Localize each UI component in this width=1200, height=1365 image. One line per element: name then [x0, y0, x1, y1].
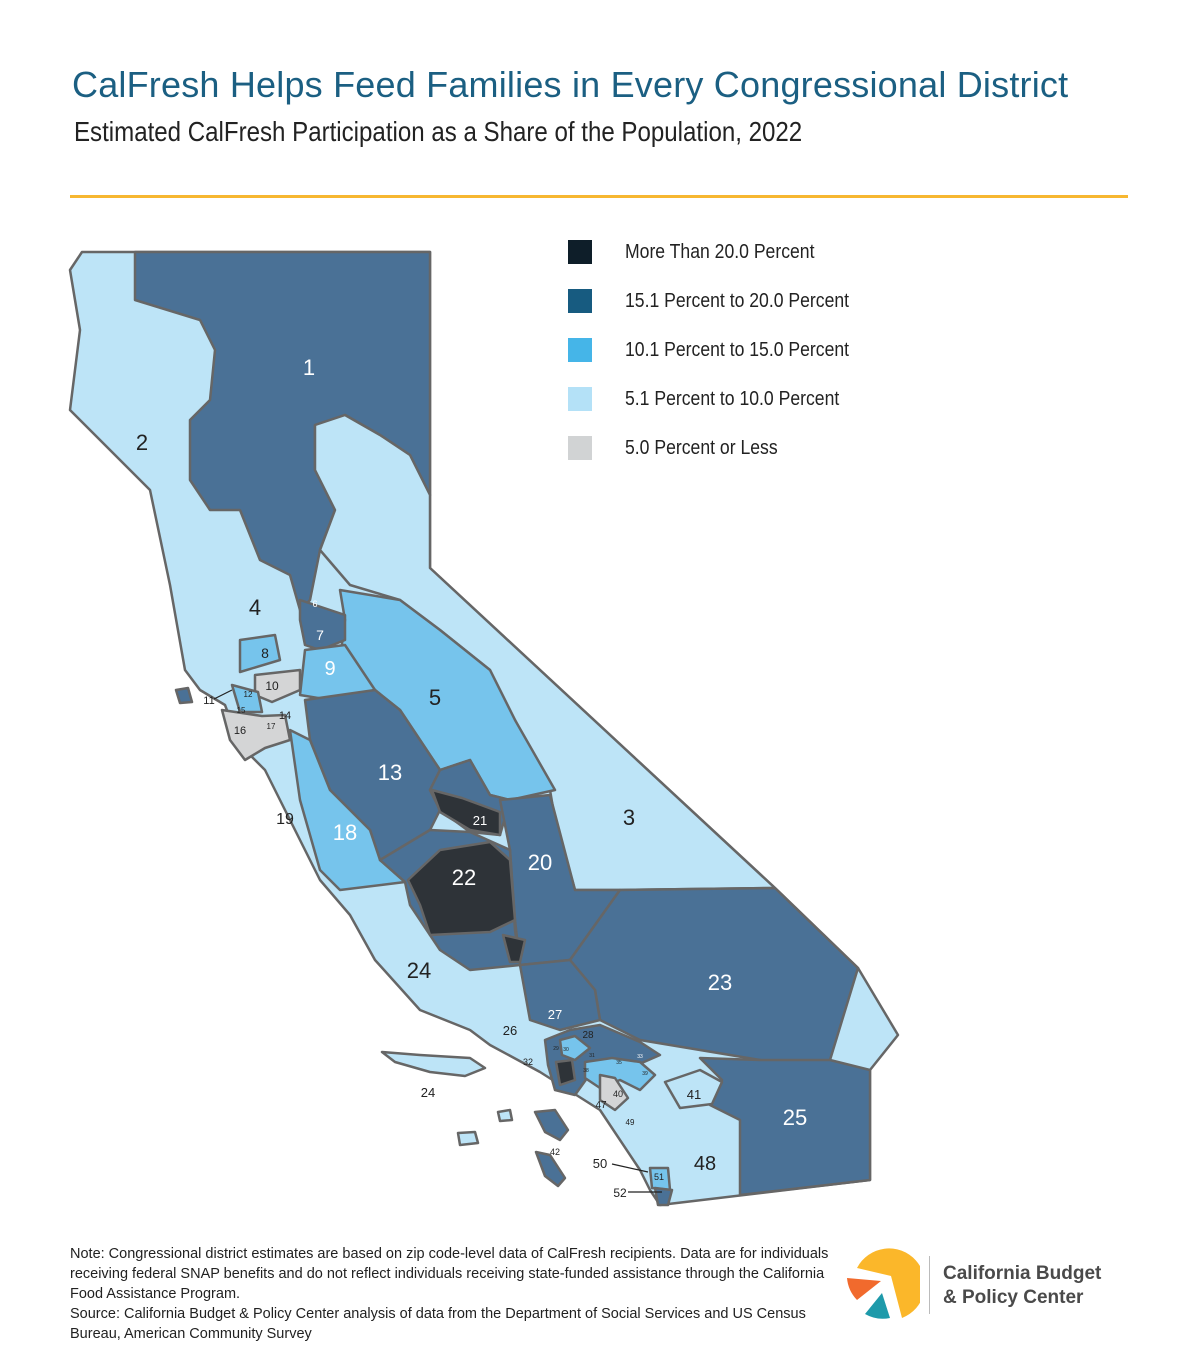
district-label: 35	[616, 1060, 622, 1066]
district-label: 13	[378, 760, 402, 785]
district-label: 33	[637, 1054, 643, 1060]
district-label: 30	[563, 1047, 569, 1053]
district-label: 32	[523, 1057, 533, 1067]
district-label: 15	[237, 706, 246, 715]
note-text: Note: Congressional district estimates a…	[70, 1246, 829, 1302]
page-subtitle: Estimated CalFresh Participation as a Sh…	[74, 116, 803, 147]
legend-label: 5.0 Percent or Less	[625, 436, 778, 459]
island-small-2[interactable]	[456, 1130, 480, 1147]
district-41[interactable]	[663, 1068, 724, 1110]
legend-swatch	[568, 289, 592, 313]
map-legend: More Than 20.0 Percent 15.1 Percent to 2…	[568, 240, 880, 485]
district-label: 7	[316, 627, 324, 643]
district-label: 41	[687, 1087, 701, 1102]
page-title: CalFresh Helps Feed Families in Every Co…	[72, 64, 1069, 105]
district-52[interactable]	[653, 1186, 674, 1207]
legend-swatch	[568, 436, 592, 460]
district-label: 39	[642, 1071, 648, 1077]
district-label: 3	[623, 805, 635, 830]
logo-divider	[929, 1256, 930, 1314]
district-22-south[interactable]	[501, 933, 527, 964]
budget-center-logo-icon	[847, 1248, 920, 1319]
logo-line-2: & Policy Center	[943, 1287, 1084, 1308]
legend-label: 15.1 Percent to 20.0 Percent	[625, 289, 850, 312]
district-label: 12	[244, 690, 253, 699]
district-label: 48	[694, 1153, 716, 1175]
district-label: 4	[249, 595, 261, 620]
district-16-17[interactable]	[220, 708, 292, 762]
district-label: 21	[473, 813, 487, 828]
source-text: Source: California Budget & Policy Cente…	[70, 1306, 806, 1342]
channel-island-north[interactable]	[380, 1050, 487, 1078]
district-label: 28	[582, 1030, 594, 1041]
legend-label: More Than 20.0 Percent	[625, 240, 815, 263]
district-label: 31	[589, 1053, 595, 1059]
district-label: 10	[265, 679, 279, 693]
district-label: 20	[528, 850, 552, 875]
legend-item: More Than 20.0 Percent	[568, 240, 880, 264]
district-30-31[interactable]	[558, 1034, 592, 1062]
legend-swatch	[568, 240, 592, 264]
district-label: 50	[593, 1156, 607, 1171]
logo-line-1: California Budget	[943, 1263, 1102, 1284]
district-label: 1	[303, 355, 315, 380]
legend-label: 10.1 Percent to 15.0 Percent	[625, 338, 850, 361]
district-8[interactable]	[238, 633, 282, 674]
district-label: 22	[452, 865, 476, 890]
district-27[interactable]	[518, 958, 602, 1032]
district-label: 11	[203, 695, 214, 707]
district-label: 6	[312, 599, 317, 609]
district-label: 40	[613, 1089, 623, 1099]
district-label: 38	[583, 1068, 589, 1074]
organization-name: California Budget & Policy Center	[943, 1262, 1101, 1310]
district-34-37[interactable]	[554, 1058, 577, 1087]
district-label: 42	[550, 1147, 560, 1157]
district-21[interactable]	[430, 788, 502, 837]
leader-line-50	[611, 1163, 649, 1173]
district-label: 27	[548, 1007, 562, 1022]
district-label: 19	[276, 811, 294, 828]
district-label: 17	[267, 722, 276, 731]
district-label: 29	[553, 1046, 559, 1052]
district-40[interactable]	[598, 1073, 630, 1112]
legend-item: 15.1 Percent to 20.0 Percent	[568, 289, 880, 313]
district-label: 47	[595, 1100, 607, 1111]
district-label: 9	[324, 658, 335, 680]
district-label: 23	[708, 970, 732, 995]
district-label: 14	[279, 710, 291, 722]
legend-item: 10.1 Percent to 15.0 Percent	[568, 338, 880, 362]
farallon-island[interactable]	[174, 686, 194, 705]
district-label: 49	[626, 1118, 635, 1127]
district-label: 24	[407, 958, 431, 983]
district-label: 25	[783, 1105, 807, 1130]
district-22[interactable]	[406, 840, 517, 937]
district-label: 52	[613, 1186, 627, 1200]
district-label: 5	[429, 685, 441, 710]
district-label: 26	[503, 1023, 517, 1038]
legend-item: 5.0 Percent or Less	[568, 436, 880, 460]
district-label: 18	[333, 820, 357, 845]
san-clemente-island[interactable]	[534, 1150, 567, 1188]
footnote: Note: Congressional district estimates a…	[70, 1244, 830, 1344]
district-label: 2	[136, 430, 148, 455]
legend-label: 5.1 Percent to 10.0 Percent	[625, 387, 840, 410]
district-label: 24	[421, 1085, 435, 1100]
divider	[70, 195, 1128, 198]
leader-line-11	[213, 689, 233, 700]
island-small[interactable]	[496, 1108, 514, 1123]
district-label: 8	[261, 645, 269, 661]
catalina-island[interactable]	[533, 1108, 570, 1142]
district-label: 16	[234, 725, 246, 737]
legend-item: 5.1 Percent to 10.0 Percent	[568, 387, 880, 411]
legend-swatch	[568, 338, 592, 362]
district-12-15[interactable]	[230, 683, 264, 714]
legend-swatch	[568, 387, 592, 411]
district-label: 51	[654, 1172, 664, 1182]
